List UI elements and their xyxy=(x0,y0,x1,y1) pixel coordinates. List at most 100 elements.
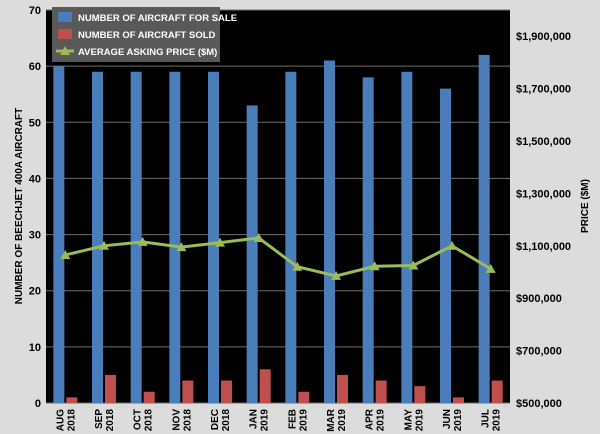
bar-sold xyxy=(66,397,78,403)
bar-sold xyxy=(414,386,426,403)
bar-for-sale xyxy=(362,77,374,403)
right-tick-label: $1,100,000 xyxy=(516,241,571,253)
bar-for-sale xyxy=(478,54,490,404)
right-tick-label: $700,000 xyxy=(516,346,562,358)
right-tick-label: $500,000 xyxy=(516,398,562,410)
left-tick-label: 70 xyxy=(29,5,41,17)
price-point xyxy=(485,263,496,273)
x-tick-label: JUL 2019 xyxy=(481,409,503,432)
bar-sold xyxy=(105,374,116,403)
x-tick-year: 2018 xyxy=(182,409,193,432)
bar-for-sale xyxy=(285,71,297,403)
x-tick-month: JUN xyxy=(442,409,453,429)
left-tick-label: 20 xyxy=(29,286,41,298)
x-tick-month: MAY xyxy=(403,409,414,431)
legend: NUMBER OF AIRCRAFT FOR SALE NUMBER OF AIR… xyxy=(52,7,237,62)
x-tick-label: FEB 2019 xyxy=(287,409,309,432)
right-tick-label: $900,000 xyxy=(516,293,562,305)
bar-sold xyxy=(453,397,464,403)
right-tick-label: $1,300,000 xyxy=(516,188,571,200)
bar-sold xyxy=(221,380,232,403)
left-tick-label: 60 xyxy=(29,61,41,73)
bar-sold xyxy=(259,369,271,403)
x-tick-month: MAR xyxy=(326,408,337,432)
x-axis-ticks: AUG 2018 SEP 2018 OCT 2018 NOV 2018 DEC 2018 JAN 20… xyxy=(55,408,502,432)
price-point xyxy=(447,240,457,250)
price-line xyxy=(60,232,496,280)
price-point xyxy=(331,270,341,280)
left-tick-label: 30 xyxy=(29,230,41,242)
x-tick-year: 2019 xyxy=(337,409,348,432)
left-tick-label: 10 xyxy=(29,342,41,354)
right-axis-label: PRICE ($M) xyxy=(580,179,591,233)
right-axis-ticks: $500,000 $700,000 $900,000 $1,100,000 $1,300… xyxy=(516,31,571,410)
bar-for-sale xyxy=(53,66,65,404)
right-tick-label: $1,700,000 xyxy=(516,84,571,96)
x-tick-year: 2019 xyxy=(453,409,464,432)
right-tick-label: $1,500,000 xyxy=(516,136,571,148)
x-tick-year: 2018 xyxy=(105,409,116,432)
x-tick-year: 2019 xyxy=(414,409,425,432)
x-tick-label: JUN 2019 xyxy=(442,409,464,432)
left-axis-ticks: 0 10 20 30 40 50 60 70 xyxy=(29,5,41,410)
bars xyxy=(53,54,503,404)
x-tick-year: 2018 xyxy=(221,409,232,432)
legend-entry: NUMBER OF AIRCRAFT SOLD xyxy=(78,30,216,41)
left-axis-label: NUMBER OF BEECHJET 400A AIRCRAFT xyxy=(14,108,25,305)
x-tick-year: 2019 xyxy=(298,409,309,432)
x-tick-year: 2018 xyxy=(66,409,77,432)
bar-for-sale xyxy=(401,71,413,403)
x-tick-label: MAY 2019 xyxy=(403,409,425,432)
left-tick-label: 50 xyxy=(29,117,41,129)
price-point xyxy=(60,249,71,259)
x-tick-label: SEP 2018 xyxy=(94,409,116,432)
x-tick-year: 2019 xyxy=(260,409,271,432)
bar-sold xyxy=(491,380,503,403)
x-tick-label: JAN 2019 xyxy=(249,409,271,432)
x-tick-month: FEB xyxy=(287,409,298,429)
x-tick-month: JAN xyxy=(249,409,260,429)
bar-sold xyxy=(337,374,348,403)
x-tick-label: MAR 2019 xyxy=(326,408,348,432)
x-tick-year: 2019 xyxy=(492,409,503,432)
x-tick-month: OCT xyxy=(133,409,144,430)
legend-swatch xyxy=(58,29,72,39)
bar-for-sale xyxy=(130,71,142,403)
x-tick-month: JUL xyxy=(481,409,492,428)
bar-sold xyxy=(298,391,310,403)
price-point xyxy=(369,261,380,271)
price-point xyxy=(253,232,264,242)
bar-for-sale xyxy=(246,105,258,403)
price-line-path xyxy=(64,236,492,278)
left-tick-label: 40 xyxy=(29,173,41,185)
x-tick-label: NOV 2018 xyxy=(171,409,193,432)
price-point xyxy=(215,237,225,247)
bar-for-sale xyxy=(324,60,335,404)
legend-swatch xyxy=(58,12,72,22)
bar-sold xyxy=(143,391,155,403)
x-tick-month: NOV xyxy=(171,409,182,431)
x-tick-year: 2019 xyxy=(376,409,387,432)
x-tick-label: AUG 2018 xyxy=(55,409,77,432)
bar-for-sale xyxy=(92,71,103,403)
legend-swatch-marker xyxy=(60,46,70,55)
bar-for-sale xyxy=(208,71,219,403)
x-tick-month: SEP xyxy=(94,409,105,429)
legend-entry: AVERAGE ASKING PRICE ($M) xyxy=(78,47,217,58)
x-tick-label: DEC 2018 xyxy=(210,409,232,432)
price-point xyxy=(292,261,303,271)
bar-for-sale xyxy=(440,88,451,403)
left-tick-label: 0 xyxy=(35,398,41,410)
price-point xyxy=(137,236,148,246)
legend-box xyxy=(52,7,220,62)
price-point xyxy=(176,242,187,252)
x-tick-year: 2018 xyxy=(144,409,155,432)
price-point xyxy=(99,240,109,250)
bar-for-sale xyxy=(169,71,181,403)
bar-sold xyxy=(182,380,194,403)
plot-area xyxy=(46,10,510,403)
x-tick-month: APR xyxy=(365,408,376,430)
x-tick-label: APR 2019 xyxy=(365,408,387,431)
right-tick-label: $1,900,000 xyxy=(516,31,571,43)
